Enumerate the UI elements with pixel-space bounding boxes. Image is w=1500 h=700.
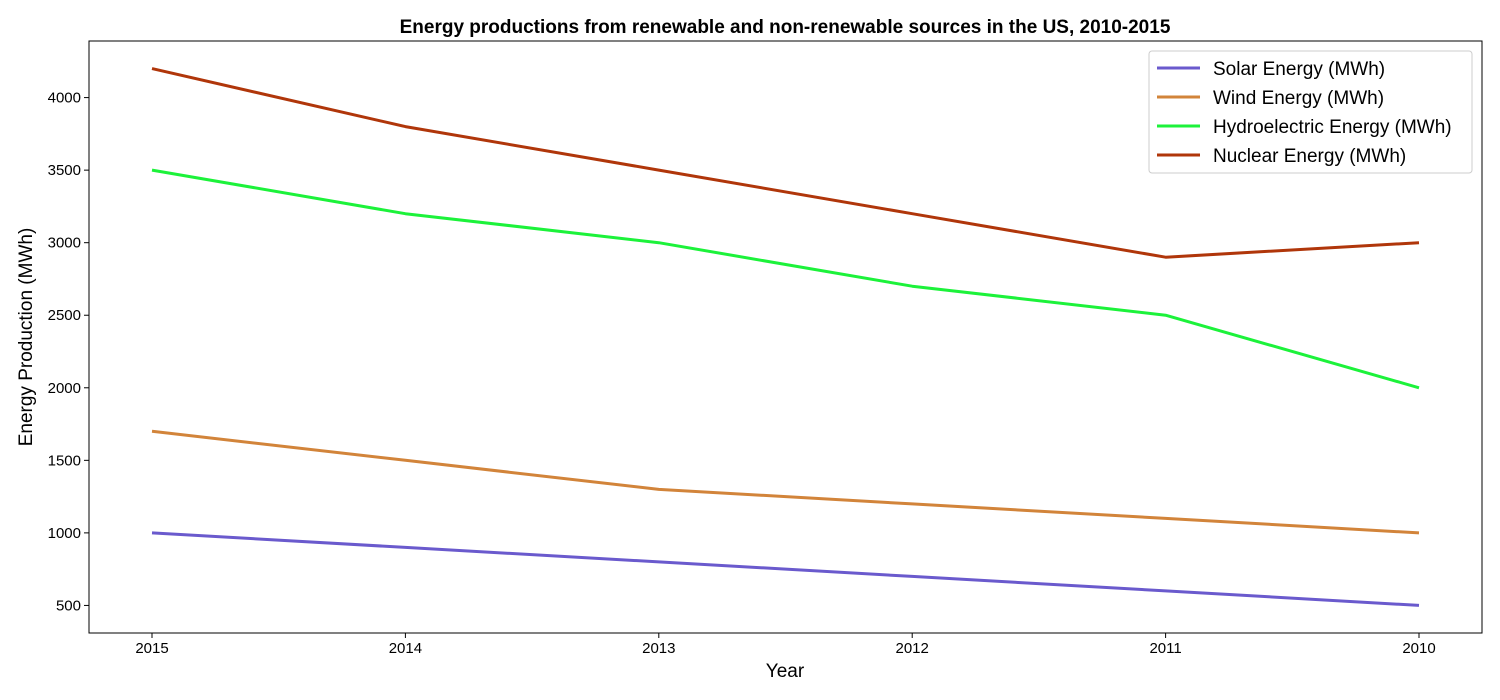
x-axis: 2015 2014 2013 2012 2011 2010 <box>135 633 1436 657</box>
x-tick-label: 2014 <box>389 640 422 657</box>
y-axis-label: Energy Production (MWh) <box>16 228 37 447</box>
y-tick-label: 3500 <box>48 162 81 179</box>
legend-label-nuclear: Nuclear Energy (MWh) <box>1213 146 1406 167</box>
y-tick-label: 1000 <box>48 525 81 542</box>
y-tick-label: 3000 <box>48 235 81 252</box>
chart-title: Energy productions from renewable and no… <box>400 17 1171 38</box>
series-line-nuclear <box>151 67 1420 259</box>
x-tick-label: 2010 <box>1402 640 1435 657</box>
y-axis: 500 1000 1500 2000 2500 3000 3500 4000 <box>48 90 89 614</box>
x-tick-label: 2011 <box>1149 640 1181 657</box>
legend-label-solar: Solar Energy (MWh) <box>1213 59 1385 80</box>
y-tick-label: 2000 <box>48 380 81 397</box>
y-tick-label: 1500 <box>48 452 81 469</box>
x-axis-label: Year <box>766 661 805 682</box>
y-tick-label: 2500 <box>48 307 81 324</box>
series-line-hydroelectric <box>151 168 1420 390</box>
series-line-wind <box>151 429 1420 535</box>
x-tick-label: 2012 <box>896 640 929 657</box>
x-tick-label: 2013 <box>642 640 675 657</box>
legend-label-hydroelectric: Hydroelectric Energy (MWh) <box>1213 117 1452 138</box>
x-tick-label: 2015 <box>135 640 168 657</box>
legend: Solar Energy (MWh) Wind Energy (MWh) Hydro… <box>1148 50 1473 174</box>
plot-area-frame <box>88 40 1483 634</box>
series-line-solar <box>151 531 1420 607</box>
legend-box <box>1148 50 1473 174</box>
legend-label-wind: Wind Energy (MWh) <box>1213 88 1384 109</box>
y-tick-label: 500 <box>56 597 81 614</box>
series-lines <box>151 67 1420 607</box>
y-tick-label: 4000 <box>48 90 81 107</box>
